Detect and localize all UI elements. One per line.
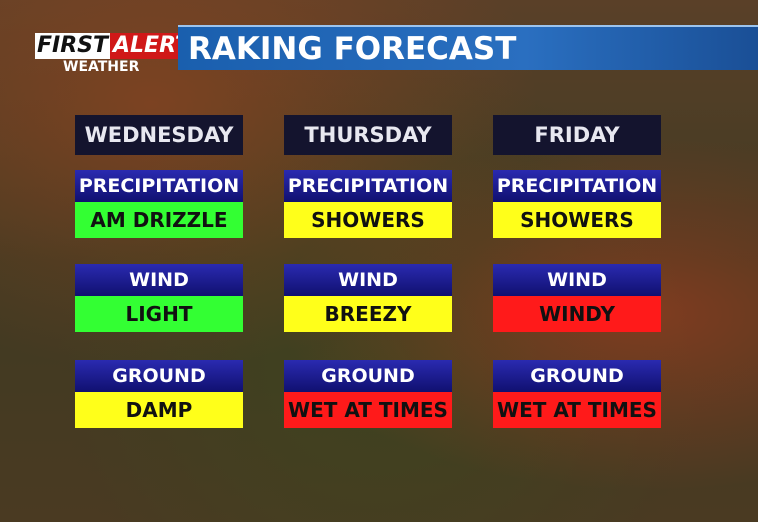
- row-value: SHOWERS: [493, 202, 661, 238]
- logo-weather: WEATHER: [63, 59, 140, 75]
- logo-first: FIRST: [35, 33, 111, 59]
- row-value: LIGHT: [75, 296, 243, 332]
- title-bar: RAKING FORECAST: [178, 25, 758, 70]
- row-label: PRECIPITATION: [75, 170, 243, 202]
- row-value: SHOWERS: [284, 202, 452, 238]
- row-value: DAMP: [75, 392, 243, 428]
- day-name: FRIDAY: [493, 115, 661, 155]
- row-label: PRECIPITATION: [284, 170, 452, 202]
- title: RAKING FORECAST: [188, 30, 517, 67]
- row-value: WET AT TIMES: [284, 392, 452, 428]
- row-value: BREEZY: [284, 296, 452, 332]
- row-label: GROUND: [284, 360, 452, 392]
- row-label: WIND: [284, 264, 452, 296]
- row-value: WINDY: [493, 296, 661, 332]
- row-label: GROUND: [493, 360, 661, 392]
- day-name: WEDNESDAY: [75, 115, 243, 155]
- logo: FIRST ALERT WEATHER: [35, 33, 194, 75]
- row-label: WIND: [493, 264, 661, 296]
- day-name: THURSDAY: [284, 115, 452, 155]
- row-label: PRECIPITATION: [493, 170, 661, 202]
- row-value: WET AT TIMES: [493, 392, 661, 428]
- row-value: AM DRIZZLE: [75, 202, 243, 238]
- row-label: WIND: [75, 264, 243, 296]
- row-label: GROUND: [75, 360, 243, 392]
